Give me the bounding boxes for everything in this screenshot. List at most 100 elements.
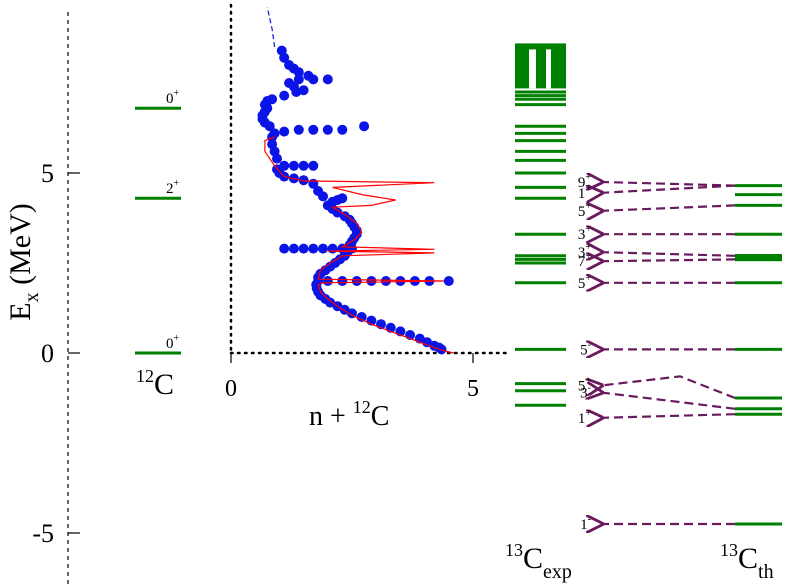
transition-label-parity-3: + <box>585 224 591 235</box>
transition-label-1: 1+ <box>578 183 592 202</box>
transition-arrow-9 <box>602 393 736 410</box>
transition-label-parity-9: - <box>588 383 591 394</box>
cross-section-point-80 <box>308 124 319 135</box>
transition-label-2: 5+ <box>578 201 592 220</box>
transition-label-parity-8: + <box>585 375 591 386</box>
cross-section-point-77 <box>269 128 280 139</box>
transition-label-parity-0: + <box>585 172 591 183</box>
c13-th-nucleus-label: 13Cth <box>720 540 774 583</box>
cross-section-point-81 <box>322 124 333 135</box>
c13-exp-nucleus-label: 13Cexp <box>505 540 572 583</box>
cross-section-point-23 <box>351 276 362 286</box>
cross-section-point-71 <box>298 160 309 171</box>
cross-section-point-42 <box>318 243 328 254</box>
transition-arrow-4 <box>602 252 736 256</box>
cross-section-point-63 <box>308 178 319 189</box>
transition-label-7: 5- <box>580 339 591 358</box>
cross-section-point-26 <box>395 276 406 286</box>
transition-label-parity-6: + <box>585 273 591 284</box>
cross-section-point-22 <box>337 276 348 286</box>
transition-label-10: 1+ <box>578 408 592 427</box>
cross-section-point-91 <box>267 94 278 105</box>
transition-label-6: 5+ <box>578 273 592 292</box>
cross-section-point-79 <box>293 124 304 135</box>
cross-section-point-70 <box>288 160 299 171</box>
cross-section-point-82 <box>337 124 348 135</box>
transition-label-parity-1: + <box>585 183 591 194</box>
cross-section-point-29 <box>443 276 454 286</box>
cross-section-point-72 <box>308 160 319 171</box>
axes-layer: 5 0 -5 <box>32 12 80 585</box>
transition-label-9: 3- <box>580 383 591 402</box>
c12-level-parity-2: + <box>174 333 180 344</box>
transition-arrow-2 <box>602 205 736 210</box>
energy-axis-label-main: E <box>4 302 37 320</box>
cross-section-point-60 <box>337 193 348 204</box>
c12-nucleus-mass: 12 <box>136 366 154 386</box>
cross-section-point-39 <box>288 243 299 254</box>
c12-level-label-2: 0+ <box>166 333 180 352</box>
transition-arrow-0 <box>602 182 736 186</box>
transition-label-parity-5: + <box>585 251 591 262</box>
cross-section-point-21 <box>322 276 333 286</box>
c12-nucleus-symbol: C <box>154 368 174 401</box>
transition-arrow-8 <box>602 375 736 400</box>
c13-exp-band-gap-0 <box>529 49 536 89</box>
c13-exp-band-gap-1 <box>546 49 551 89</box>
cross-section-point-40 <box>298 243 309 254</box>
c13-th-doublet-band <box>735 254 782 262</box>
transition-label-parity-10: + <box>585 408 591 419</box>
transition-label-11: 1- <box>580 514 591 533</box>
c13-exp-levels-layer <box>515 43 566 407</box>
c13-th-mass: 13 <box>720 540 738 560</box>
c12-level-label-0: 0+ <box>166 88 180 107</box>
transition-arrow-1 <box>602 186 736 193</box>
c13-th-sub: th <box>758 561 774 583</box>
cross-section-point-103 <box>284 60 295 70</box>
cross-section-point-100 <box>303 70 314 81</box>
c12-level-parity-0: + <box>174 88 180 99</box>
c12-level-label-1: 2+ <box>166 178 180 197</box>
c13-exp-dense-band <box>515 43 566 89</box>
cross-section-point-25 <box>380 276 391 286</box>
xs-tick-label-1: 5 <box>467 376 479 402</box>
cross-section-point-105 <box>276 45 287 56</box>
transition-label-3: 3+ <box>578 224 592 243</box>
c13-exp-sub: exp <box>543 561 572 583</box>
cross-section-point-92 <box>279 90 290 101</box>
cross-section-extrapolation-line <box>266 7 276 48</box>
cross-section-point-96 <box>284 78 295 88</box>
xs-tick-label-0: 0 <box>225 376 237 402</box>
transition-label-parity-4: + <box>585 242 591 253</box>
c12-level-parity-1: + <box>174 178 180 189</box>
energy-axis-label-sub: x <box>21 292 43 302</box>
transition-label-5: 7+ <box>578 251 592 270</box>
cross-section-point-94 <box>298 85 309 96</box>
c13-exp-symbol: C <box>523 542 543 575</box>
cross-section-point-78 <box>279 126 290 137</box>
c13-exp-mass: 13 <box>505 540 523 560</box>
cross-section-point-38 <box>279 243 290 254</box>
transition-arrow-10 <box>602 414 736 418</box>
c12-nucleus-label: 12C <box>136 366 174 401</box>
cross-section-point-24 <box>366 276 377 286</box>
c13-th-symbol: C <box>738 542 758 575</box>
cross-section-fit-curve <box>264 136 454 354</box>
cross-section-xlabel: n + 12C <box>309 397 389 432</box>
cross-section-point-43 <box>327 243 338 254</box>
transition-label-parity-7: - <box>588 339 591 350</box>
cross-section-point-69 <box>279 160 290 171</box>
cross-section-point-64 <box>298 175 309 186</box>
cross-section-point-97 <box>293 74 304 85</box>
cross-section-xlabel-mass: 12 <box>353 397 371 417</box>
energy-tick-label-0: 5 <box>41 159 54 188</box>
transition-arrow-5 <box>602 259 736 261</box>
cross-section-point-75 <box>267 139 278 150</box>
transition-label-parity-2: + <box>585 201 591 212</box>
energy-tick-label-2: -5 <box>32 519 54 548</box>
cross-section-point-99 <box>322 74 333 85</box>
cross-section-point-106 <box>359 121 370 132</box>
c13-th-levels-layer <box>602 182 782 524</box>
